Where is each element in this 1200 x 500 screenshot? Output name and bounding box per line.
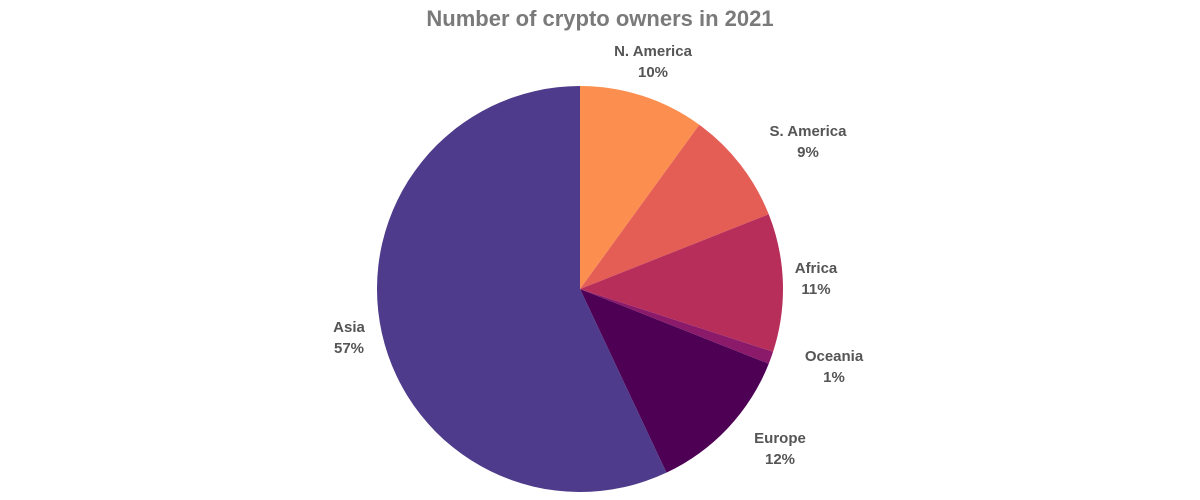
- slice-label-africa: Africa: [795, 260, 838, 277]
- slice-value-europe: 12%: [765, 451, 795, 468]
- slice-value-africa: 11%: [801, 281, 830, 298]
- slice-label-europe: Europe: [754, 430, 806, 447]
- pie-slice-oceania: [580, 289, 774, 364]
- slice-label-asia: Asia: [333, 319, 365, 336]
- pie-slice-europe: [580, 289, 769, 473]
- slice-value-asia: 57%: [334, 340, 364, 357]
- pie-slices: [376, 86, 783, 492]
- pie-slice-asia: [376, 86, 667, 492]
- slice-label-s-america: S. America: [770, 123, 848, 140]
- slice-label-oceania: Oceania: [805, 348, 864, 365]
- slice-value-n-america: 10%: [638, 64, 668, 81]
- slice-labels: N. America 10% S. America 9% Africa 11% Oceani…: [333, 43, 864, 468]
- chart-title: Number of crypto owners in 2021: [426, 6, 774, 31]
- slice-label-n-america: N. America: [614, 43, 692, 60]
- pie-slice-n-america: [580, 86, 700, 289]
- pie-slice-s-america: [580, 124, 769, 290]
- pie-slice-africa: [580, 214, 783, 352]
- slice-value-oceania: 1%: [823, 369, 845, 386]
- slice-value-s-america: 9%: [797, 144, 819, 161]
